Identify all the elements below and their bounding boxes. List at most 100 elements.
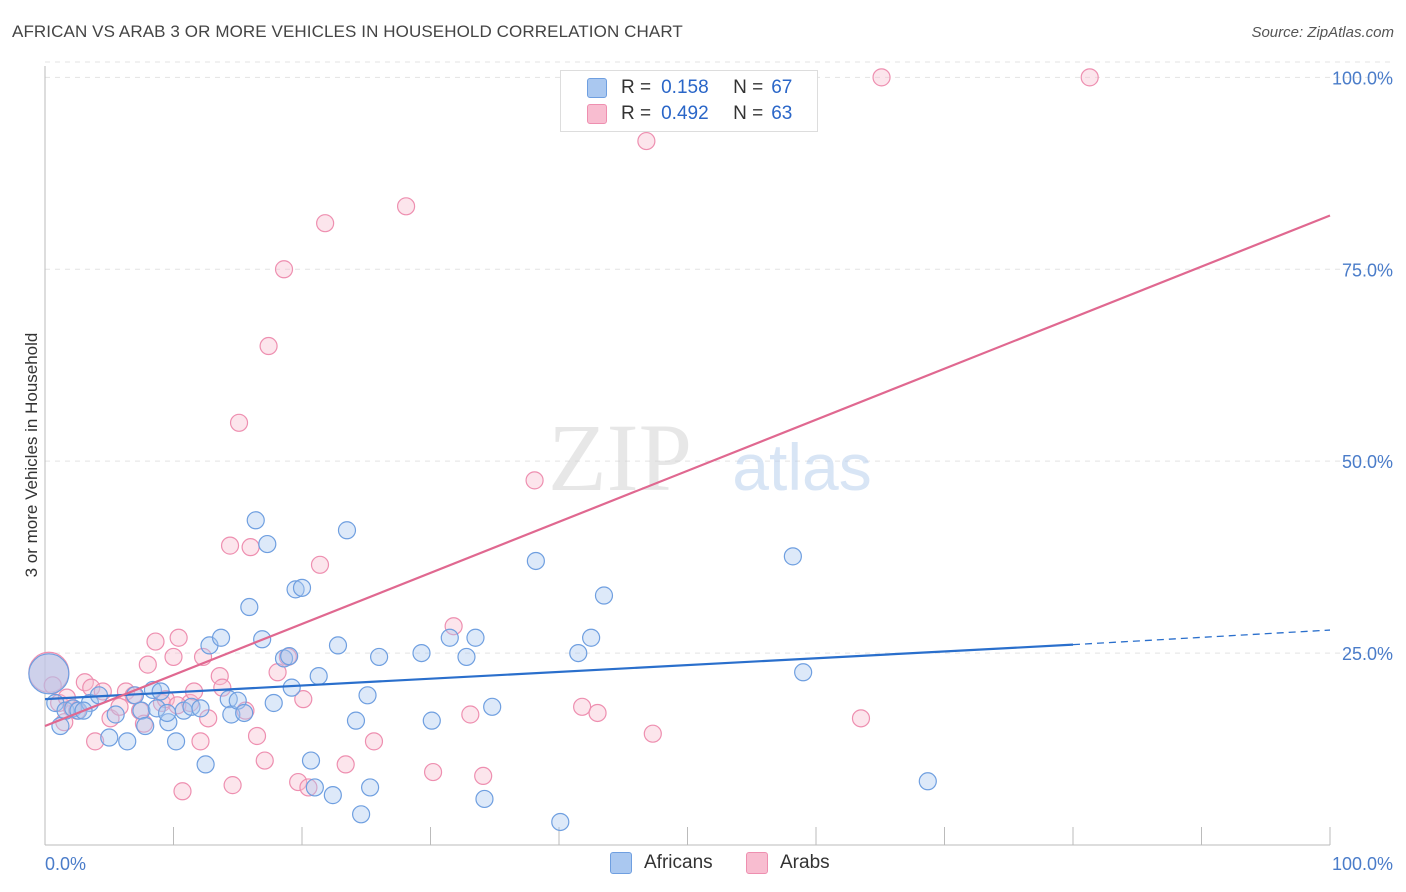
arabs-point	[299, 778, 318, 797]
arabs-n-label: N =	[733, 103, 764, 124]
arabs-point	[220, 536, 240, 555]
africans-point	[182, 697, 201, 716]
africans-point	[783, 547, 802, 566]
africans-point	[191, 699, 210, 718]
arabs-point	[259, 336, 278, 356]
africans-point	[475, 789, 494, 809]
arabs-point	[210, 667, 229, 686]
arabs-point	[169, 628, 188, 647]
africans-point	[147, 699, 166, 718]
arabs-point	[274, 260, 294, 279]
arabs-trend-line	[44, 214, 1331, 728]
watermark-atlas: atlas	[732, 430, 871, 504]
arabs-point	[1080, 68, 1099, 87]
arabs-point	[396, 197, 416, 216]
africans-point	[151, 682, 170, 701]
x-tick-label: 100.0%	[1332, 854, 1393, 874]
africans-point	[118, 732, 137, 751]
arabs-point	[588, 703, 607, 723]
arabs-point	[247, 726, 267, 746]
arabs-point	[241, 538, 260, 557]
arabs-point	[138, 655, 157, 674]
africans-points	[28, 511, 937, 832]
arabs-point	[146, 632, 165, 651]
axes	[44, 66, 1331, 846]
africans-point	[918, 772, 937, 791]
africans-point	[282, 678, 301, 697]
africans-point	[219, 690, 238, 709]
y-tick-label: 50.0%	[1342, 452, 1393, 472]
arabs-point	[294, 690, 313, 709]
arabs-point	[851, 709, 871, 728]
africans-point	[328, 636, 348, 655]
legend-row-africans: R = 0.158 N = 67	[561, 75, 792, 101]
arabs-point	[461, 705, 480, 724]
africans-point	[582, 628, 601, 647]
africans-n-value: 67	[771, 77, 793, 98]
arabs-point	[643, 724, 662, 743]
africans-point	[794, 663, 813, 682]
gridlines	[45, 61, 1392, 654]
arabs-point	[164, 647, 183, 667]
africans-point	[457, 647, 476, 667]
y-tick-label: 25.0%	[1342, 644, 1393, 664]
africans-point	[301, 751, 321, 770]
arabs-point	[444, 617, 463, 636]
africans-point	[422, 711, 441, 730]
arabs-point	[289, 772, 308, 792]
africans-point	[157, 703, 177, 723]
africans-point	[551, 812, 570, 832]
africans-point	[483, 697, 502, 716]
arabs-point	[637, 131, 656, 151]
africans-point	[337, 521, 357, 540]
africans-n-label: N =	[733, 77, 764, 98]
africans-point	[196, 755, 215, 774]
africans-point	[211, 628, 231, 647]
africans-r-value: 0.158	[661, 77, 709, 98]
tick-labels: 25.0% 50.0% 75.0% 100.0% 0.0% 100.0%	[45, 68, 1393, 874]
arabs-point	[336, 755, 355, 774]
africans-point	[280, 647, 299, 666]
y-tick-label: 100.0%	[1332, 68, 1393, 88]
arabs-point	[86, 732, 105, 751]
africans-point	[132, 701, 151, 720]
africans-point	[258, 534, 277, 554]
africans-point	[352, 805, 371, 824]
africans-point	[305, 778, 324, 797]
source-label: Source: ZipAtlas.com	[1251, 24, 1394, 41]
africans-point	[235, 703, 254, 723]
legend-item-africans: Africans	[610, 852, 713, 874]
africans-trend-extension	[1072, 629, 1331, 646]
arabs-r-label: R =	[621, 103, 652, 124]
legend-arabs-label: Arabs	[780, 852, 830, 873]
africans-swatch	[587, 78, 607, 98]
arabs-point	[255, 751, 274, 770]
africans-point	[569, 643, 588, 663]
arabs-point	[213, 678, 232, 697]
arabs-point	[199, 709, 218, 728]
arabs-point	[191, 732, 210, 751]
africans-point	[526, 551, 545, 571]
africans-point	[440, 628, 459, 647]
africans-point	[361, 778, 380, 797]
africans-point	[466, 628, 485, 647]
arabs-point	[525, 471, 544, 490]
africans-r-label: R =	[621, 77, 652, 98]
africans-point	[106, 705, 125, 724]
arabs-point	[223, 776, 242, 795]
correlation-legend: R = 0.158 N = 67 R = 0.492 N = 63	[560, 70, 818, 132]
africans-point	[346, 711, 366, 730]
arabs-swatch	[587, 104, 607, 124]
africans-point	[594, 586, 614, 605]
africans-point	[412, 643, 431, 663]
arabs-point	[173, 782, 192, 801]
africans-point	[136, 716, 155, 736]
arabs-point	[316, 214, 335, 233]
legend-row-arabs: R = 0.492 N = 63	[561, 101, 792, 127]
legend-africans-swatch	[610, 852, 632, 874]
arabs-point	[229, 413, 249, 432]
africans-point	[240, 597, 259, 617]
arabs-point	[872, 68, 891, 87]
africans-point	[358, 686, 377, 705]
